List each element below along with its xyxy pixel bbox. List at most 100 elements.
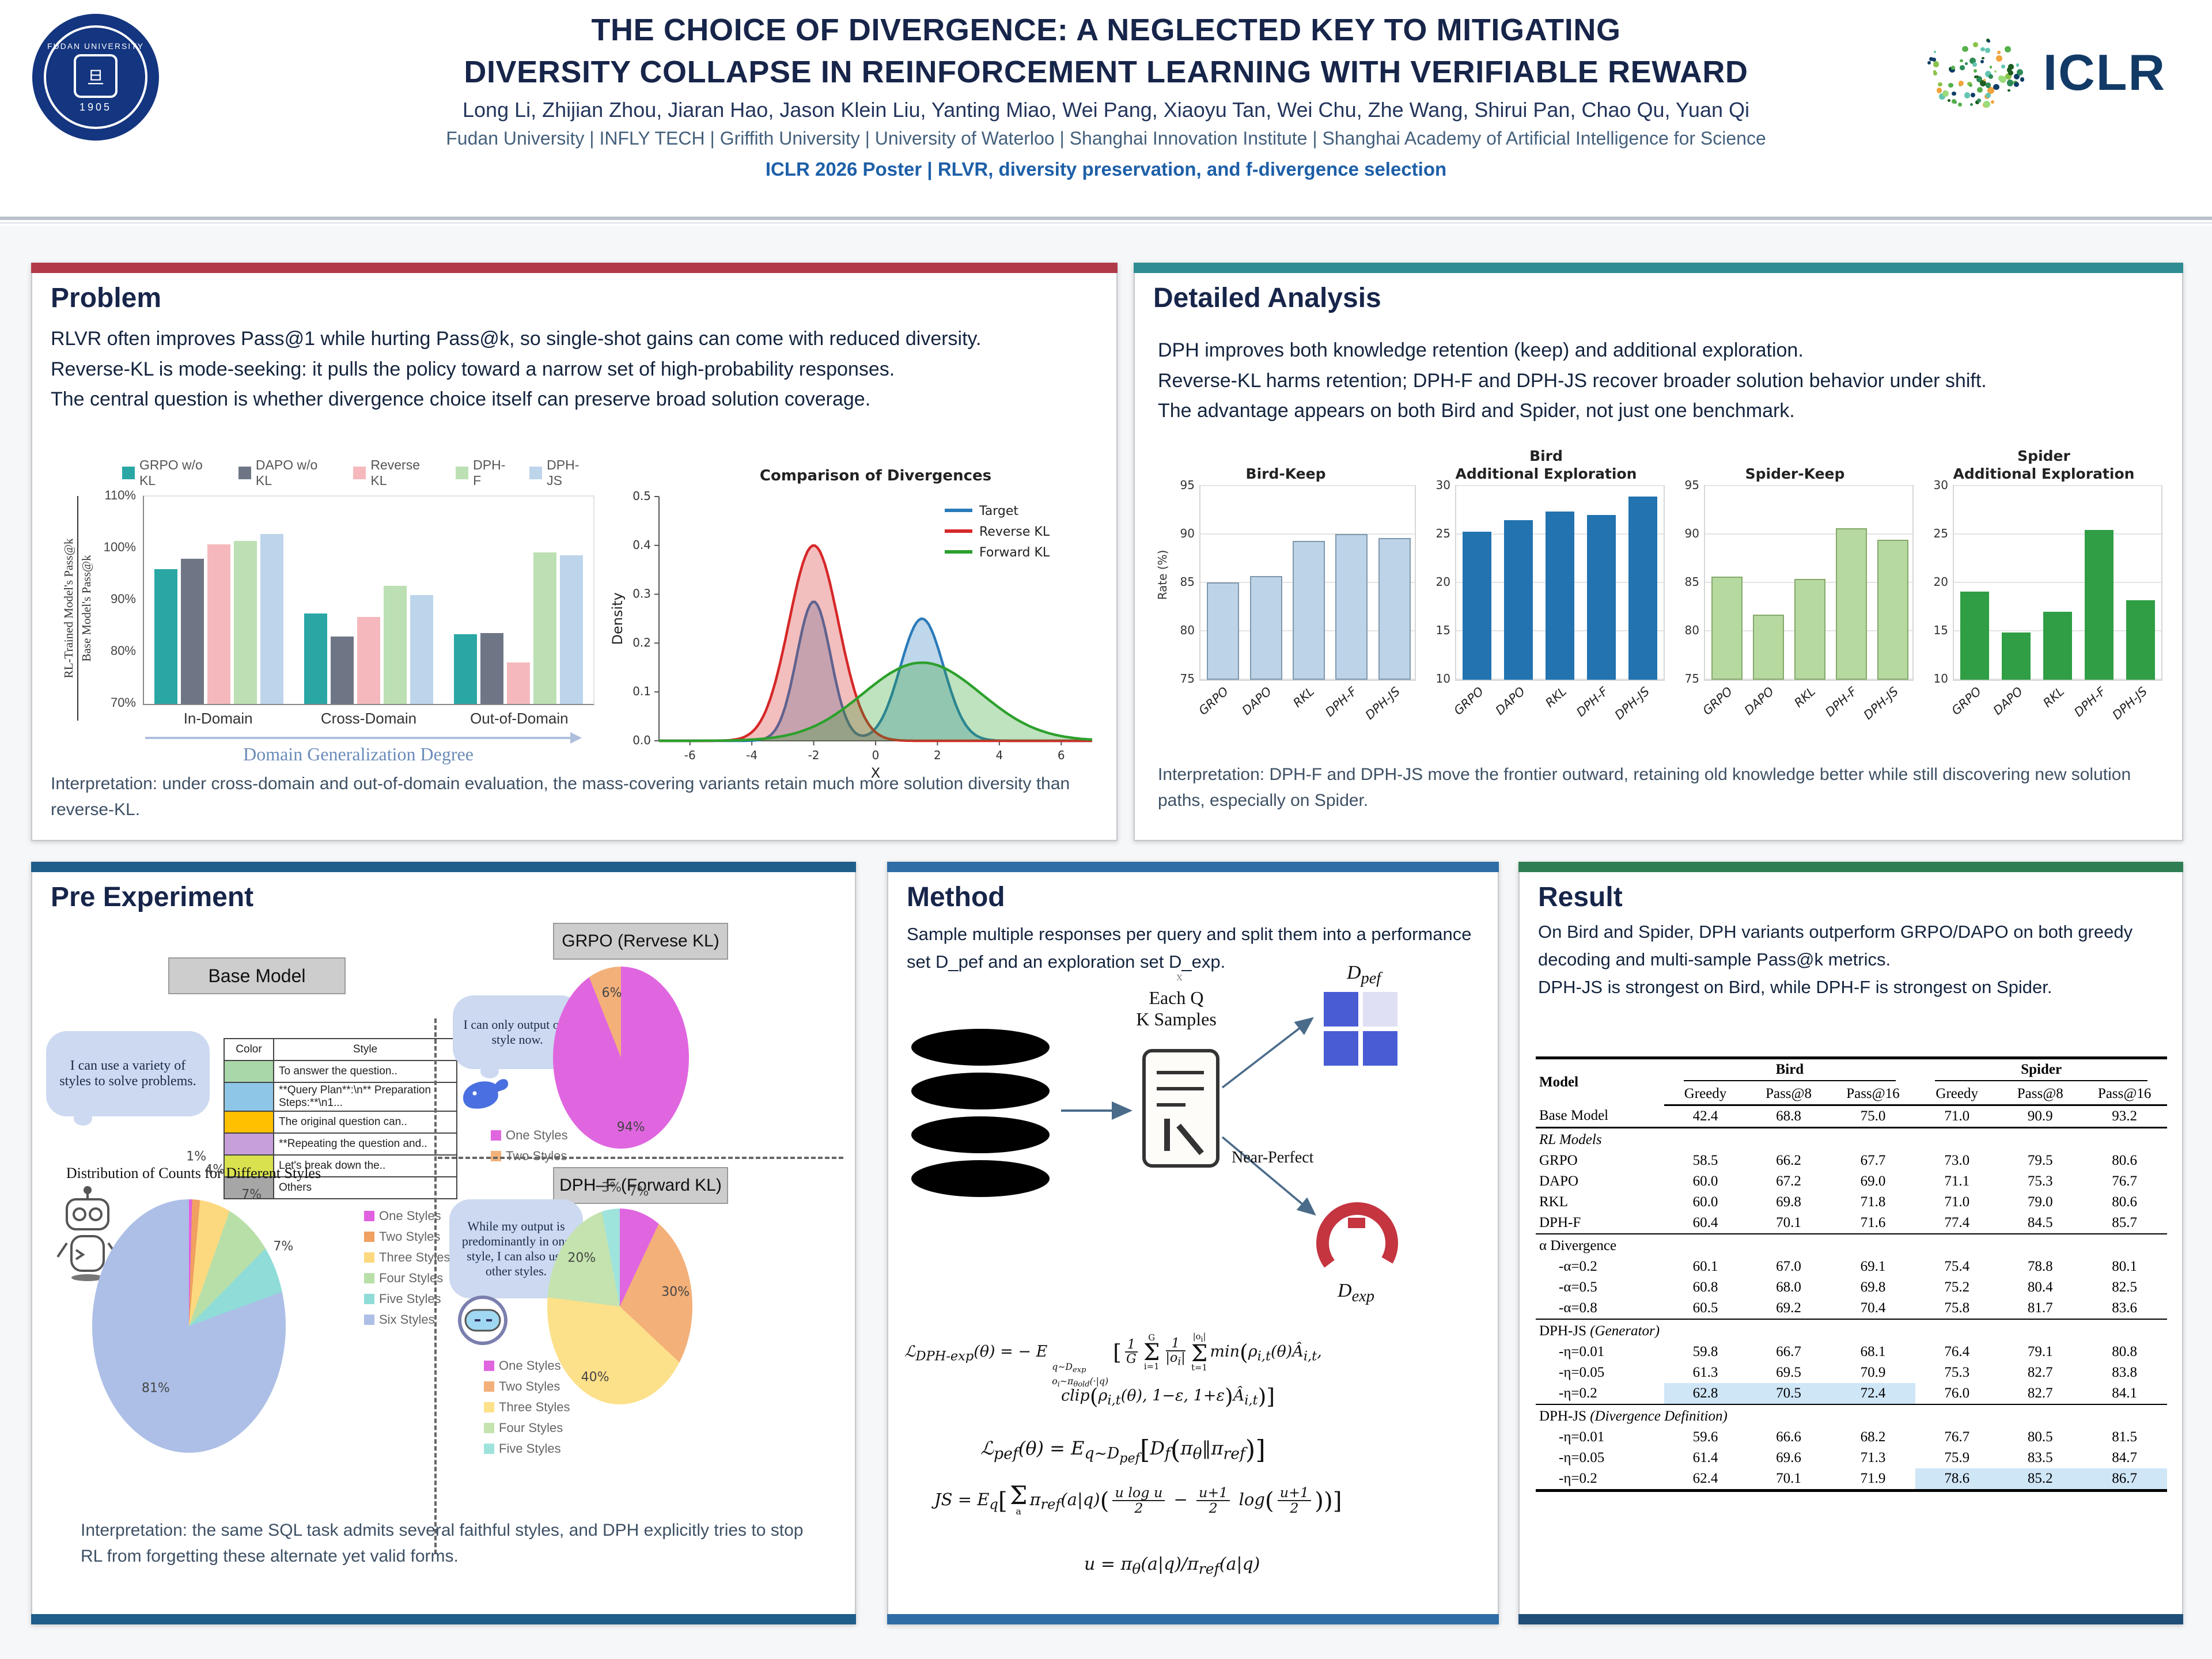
dot bbox=[1985, 82, 1991, 88]
fudan-name: FUDAN UNIVERSITY bbox=[47, 41, 145, 51]
y-tick-label: 0.5 bbox=[632, 489, 651, 503]
table-row: -η=0.2 62.8 70.5 72.4 76.0 82.7 84.1 bbox=[1536, 1383, 2167, 1404]
base-pie-title: Distribution of Counts for Different Sty… bbox=[66, 1165, 321, 1181]
value-cell: 69.8 bbox=[1860, 1279, 1886, 1295]
problem-line3: The central question is whether divergen… bbox=[51, 388, 871, 411]
d-pef-label: Dpef bbox=[1347, 962, 1381, 987]
table-row: GRPO 58.5 66.2 67.7 73.0 79.5 80.6 bbox=[1536, 1150, 2167, 1171]
bar bbox=[2001, 632, 2031, 680]
value-cell: 70.9 bbox=[1860, 1365, 1886, 1380]
legend-label: Four Styles bbox=[499, 1421, 563, 1435]
value-cell: 60.5 bbox=[1692, 1300, 1718, 1316]
base-model-box: Base Model bbox=[168, 957, 346, 994]
value-cell: 77.4 bbox=[1944, 1215, 1970, 1230]
legend-item: Six Styles bbox=[364, 1312, 450, 1327]
dot bbox=[1933, 61, 1940, 67]
bar bbox=[2126, 600, 2156, 680]
bird-exploration-chart: Bird Additional Exploration 10 15 20 25 30 GRPO… bbox=[1427, 437, 1665, 722]
value-cell: 80.4 bbox=[2027, 1279, 2053, 1295]
dot bbox=[1958, 81, 1964, 86]
value-cell: 71.0 bbox=[1944, 1194, 1970, 1210]
bar-chart-legend: GRPO w/o KL DAPO w/o KL Reverse KL DPH-F DPH… bbox=[122, 457, 594, 488]
value-cell: 83.6 bbox=[2112, 1300, 2138, 1316]
y-tick-label: 0.3 bbox=[632, 587, 651, 601]
value-cell: 66.7 bbox=[1776, 1344, 1801, 1359]
plot-area bbox=[143, 495, 594, 705]
legend-item: GRPO w/o KL bbox=[122, 457, 222, 488]
value-cell: 75.0 bbox=[1830, 1105, 1916, 1128]
legend-item: Four Styles bbox=[484, 1421, 570, 1435]
bar bbox=[181, 559, 204, 704]
conference-line: ICLR 2026 Poster | RLVR, diversity prese… bbox=[765, 158, 1447, 180]
dot bbox=[1949, 67, 1955, 73]
legend-swatch bbox=[364, 1273, 374, 1283]
table-group-header: Spider bbox=[1915, 1058, 2167, 1084]
style-table-style-header: Style bbox=[273, 1038, 457, 1061]
pie-percent-label: 20% bbox=[567, 1251, 596, 1266]
legend-swatch bbox=[484, 1444, 494, 1454]
legend-swatch bbox=[456, 467, 469, 479]
value-cell: 84.1 bbox=[2112, 1385, 2138, 1401]
legend-label: Forward KL bbox=[979, 546, 1050, 560]
legend-swatch bbox=[484, 1381, 494, 1392]
bar bbox=[2043, 612, 2073, 680]
bar bbox=[1586, 515, 1616, 680]
dot bbox=[1957, 102, 1962, 107]
style-color-swatch bbox=[224, 1082, 274, 1112]
x-tick-label: 2 bbox=[934, 748, 941, 762]
fudan-seal: FUDAN UNIVERSITY 旦 1905 bbox=[44, 25, 147, 129]
value-cell: 62.8 bbox=[1664, 1383, 1747, 1404]
bar bbox=[234, 540, 257, 704]
table-section-header: DPH-JS (Divergence Definition) bbox=[1536, 1404, 2167, 1427]
y-tick-label: 85 bbox=[1684, 575, 1699, 589]
legend-item: Three Styles bbox=[484, 1400, 570, 1415]
method-text: Sample multiple responses per query and … bbox=[907, 924, 1472, 972]
bar bbox=[1960, 592, 1990, 680]
style-text: **Repeating the question and.. bbox=[273, 1132, 457, 1156]
dot bbox=[1952, 91, 1956, 96]
dot bbox=[1934, 51, 1937, 54]
bar-group bbox=[454, 497, 583, 704]
x-tick-label: -2 bbox=[808, 748, 820, 762]
detailed-line1: DPH improves both knowledge retention (k… bbox=[1158, 339, 1804, 361]
value-cell: 80.5 bbox=[2027, 1429, 2053, 1445]
legend-label: Target bbox=[979, 504, 1018, 518]
dot bbox=[1970, 92, 1975, 97]
chart-title: Bird Additional Exploration bbox=[1455, 447, 1637, 482]
dot bbox=[1994, 70, 1997, 73]
dot bbox=[1974, 69, 1978, 73]
row-label: -η=0.2 bbox=[1559, 1385, 1597, 1401]
dot bbox=[1929, 56, 1933, 61]
value-cell: 82.7 bbox=[2027, 1365, 2053, 1380]
y-tick-label: 80 bbox=[1684, 623, 1699, 637]
result-table: Model Bird Spider Greedy Pass@8 Pass@16 Greedy… bbox=[1536, 1056, 2167, 1492]
value-cell: 82.7 bbox=[2027, 1385, 2053, 1401]
legend-item: Four Styles bbox=[364, 1271, 450, 1286]
dot bbox=[1933, 71, 1938, 75]
y-tick-label: 70% bbox=[110, 695, 136, 710]
row-label: -η=0.01 bbox=[1559, 1344, 1605, 1359]
y-tick-label: 25 bbox=[1435, 527, 1450, 540]
x-tick-label: 6 bbox=[1058, 748, 1065, 762]
value-cell: 72.4 bbox=[1830, 1383, 1916, 1404]
y-axis-ticks: 10 15 20 25 30 bbox=[1925, 478, 1953, 685]
detailed-interpretation: Interpretation: DPH-F and DPH-JS move th… bbox=[1158, 765, 2131, 810]
table-row: DAPO 60.0 67.2 69.0 71.1 75.3 76.7 bbox=[1536, 1171, 2167, 1192]
value-cell: 58.5 bbox=[1692, 1153, 1718, 1168]
bar bbox=[1711, 577, 1743, 680]
dot bbox=[2016, 69, 2023, 76]
whale-icon bbox=[463, 1079, 509, 1109]
value-cell: 76.7 bbox=[1944, 1429, 1970, 1445]
bar bbox=[533, 552, 556, 704]
legend-swatch bbox=[484, 1361, 494, 1371]
bar bbox=[304, 613, 327, 704]
value-cell: 70.5 bbox=[1747, 1383, 1831, 1404]
value-cell: 66.2 bbox=[1776, 1153, 1801, 1168]
robot-icon bbox=[56, 1186, 118, 1281]
value-cell: 79.0 bbox=[2027, 1194, 2053, 1210]
problem-panel: Problem RLVR often improves Pass@1 while… bbox=[31, 263, 1118, 841]
value-cell: 68.8 bbox=[1747, 1105, 1831, 1128]
value-cell: 70.1 bbox=[1776, 1215, 1801, 1230]
